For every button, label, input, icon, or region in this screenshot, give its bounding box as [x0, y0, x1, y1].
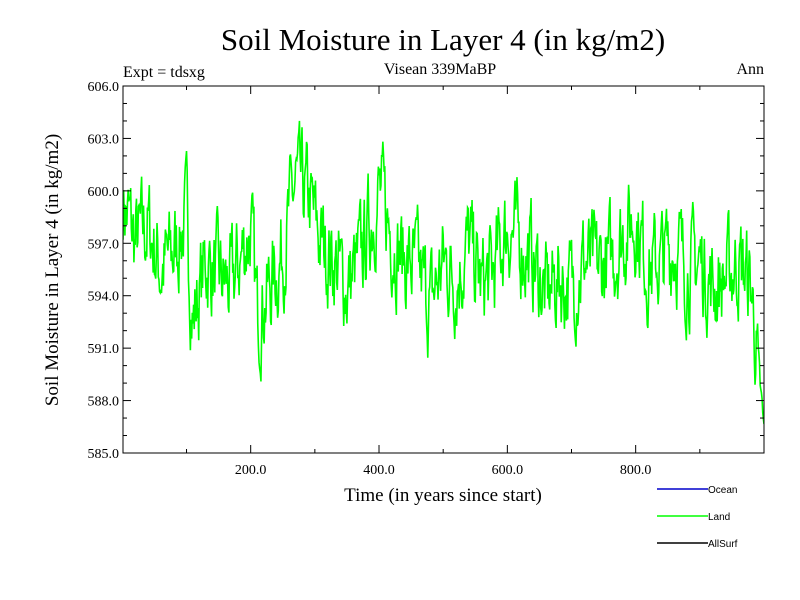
y-axis-label: Soil Moisture in Layer 4 (in kg/m2) — [42, 134, 63, 406]
series-land-line — [123, 120, 764, 425]
y-tick-label: 588.0 — [88, 395, 120, 410]
x-tick-label: 600.0 — [492, 463, 524, 478]
x-tick-label: 400.0 — [363, 463, 395, 478]
legend-label-allsurf: AllSurf — [708, 539, 738, 550]
period-label: Visean 339MaBP — [384, 61, 496, 78]
axes-layer: 585.0 588.0 591.0 594.0 597.0 600.0 603.0 606.0… — [88, 80, 764, 478]
experiment-label: Expt = tdsxg — [123, 64, 205, 81]
legend: Ocean Land AllSurf — [657, 485, 738, 550]
legend-label-ocean: Ocean — [708, 485, 737, 496]
legend-label-land: Land — [708, 512, 730, 523]
y-tick-label: 594.0 — [88, 290, 120, 305]
y-tick-label: 603.0 — [88, 132, 120, 147]
x-tick-label: 800.0 — [620, 463, 652, 478]
season-label: Ann — [736, 61, 764, 78]
x-axis-label: Time (in years since start) — [344, 485, 542, 506]
y-tick-label: 600.0 — [88, 185, 120, 200]
series-layer — [123, 120, 764, 425]
x-tick-label: 200.0 — [235, 463, 267, 478]
y-tick-label: 585.0 — [88, 447, 120, 462]
y-tick-label: 591.0 — [88, 342, 120, 357]
chart-title: Soil Moisture in Layer 4 (in kg/m2) — [221, 22, 665, 57]
y-tick-label: 597.0 — [88, 237, 120, 252]
y-tick-label: 606.0 — [88, 80, 120, 95]
